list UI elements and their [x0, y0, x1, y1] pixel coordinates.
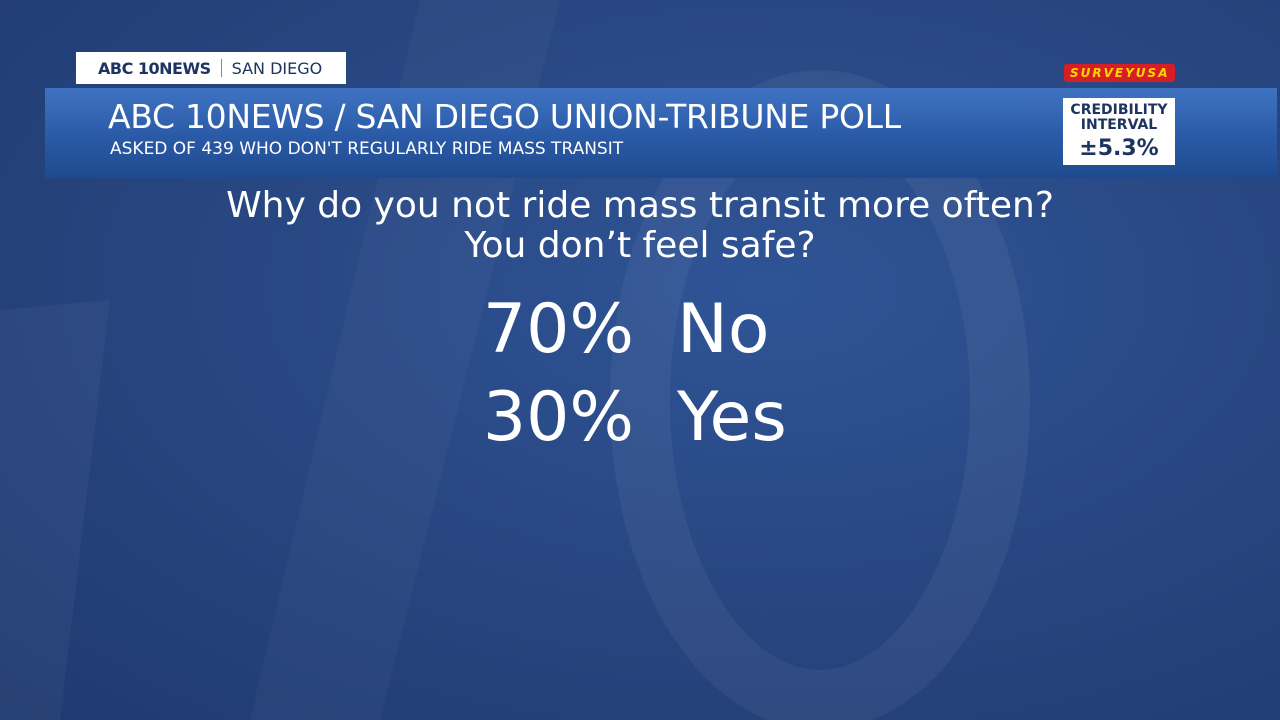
- survey-logo: SURVEYUSA: [1064, 64, 1176, 82]
- result-label: No: [677, 290, 770, 369]
- location: SAN DIEGO: [231, 58, 323, 78]
- credibility-value: ±5.3%: [1079, 136, 1159, 161]
- station: ABC 10NEWS: [98, 58, 211, 78]
- question: You don’t feel safe?: [464, 225, 816, 266]
- station-tab: ABC 10NEWS SAN DIEGO: [76, 52, 346, 84]
- question: Why do you not ride mass transit more of…: [226, 185, 1054, 226]
- credibility-label: INTERVAL: [1080, 117, 1158, 133]
- separator: [220, 59, 222, 77]
- subtitle: ASKED OF 439 WHO DON'T REGULARLY RIDE MA…: [110, 139, 624, 159]
- result-value: 30%: [482, 378, 634, 457]
- title: ABC 10NEWS / SAN DIEGO UNION-TRIBUNE POL…: [108, 97, 901, 136]
- result-label: Yes: [677, 378, 787, 457]
- credibility-label: CREDIBILITY: [1070, 102, 1168, 118]
- credibility-box: CREDIBILITY INTERVAL ±5.3%: [1063, 98, 1175, 165]
- result-value: 70%: [482, 290, 634, 369]
